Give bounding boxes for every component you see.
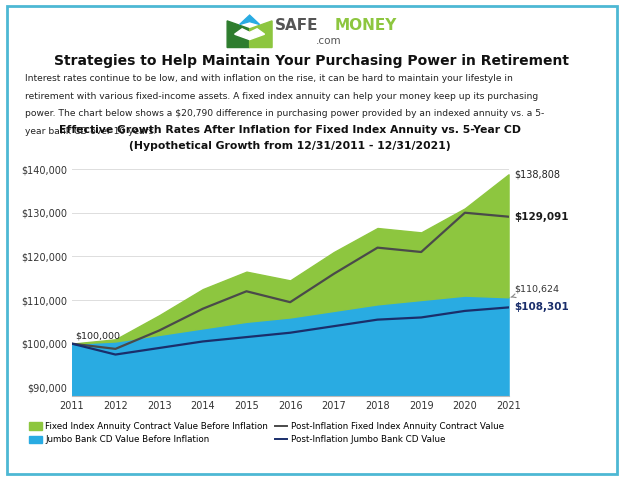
Text: Interest rates continue to be low, and with inflation on the rise, it can be har: Interest rates continue to be low, and w… <box>25 74 513 84</box>
Text: year bank CD over 10 years.: year bank CD over 10 years. <box>25 127 156 136</box>
Polygon shape <box>250 21 272 48</box>
Text: $129,091: $129,091 <box>514 212 568 222</box>
Legend: Fixed Index Annuity Contract Value Before Inflation, Jumbo Bank CD Value Before : Fixed Index Annuity Contract Value Befor… <box>29 422 504 444</box>
Text: Strategies to Help Maintain Your Purchasing Power in Retirement: Strategies to Help Maintain Your Purchas… <box>54 54 570 68</box>
Text: .com: .com <box>316 36 341 47</box>
Text: retirement with various fixed-income assets. A fixed index annuity can help your: retirement with various fixed-income ass… <box>25 92 539 101</box>
Polygon shape <box>235 29 265 40</box>
Text: power. The chart below shows a $20,790 difference in purchasing power provided b: power. The chart below shows a $20,790 d… <box>25 109 544 119</box>
Text: $138,808: $138,808 <box>514 169 560 180</box>
Text: SAFE: SAFE <box>275 18 318 34</box>
Text: $108,301: $108,301 <box>514 302 568 312</box>
Polygon shape <box>240 15 260 24</box>
Title: Effective Growth Rates After Inflation for Fixed Index Annuity vs. 5-Year CD
(Hy: Effective Growth Rates After Inflation f… <box>59 125 521 151</box>
Polygon shape <box>227 21 250 48</box>
Text: MONEY: MONEY <box>335 18 397 34</box>
Text: $100,000: $100,000 <box>76 331 120 340</box>
Text: $110,624: $110,624 <box>511 285 559 298</box>
